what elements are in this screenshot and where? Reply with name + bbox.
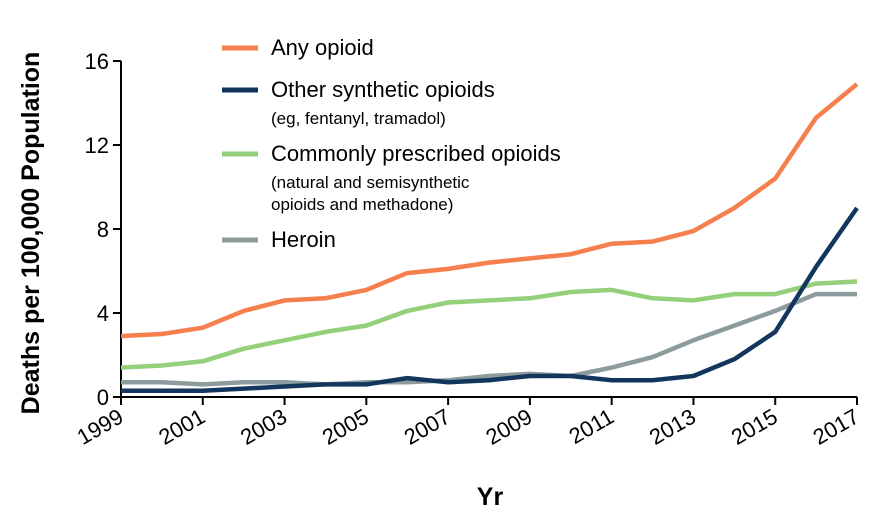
series-line-heroin: [121, 291, 857, 387]
x-tick-label: 2005: [318, 404, 373, 450]
x-tick-label: 2013: [645, 404, 700, 450]
y-axis-title: Deaths per 100,000 Population: [17, 52, 45, 415]
x-tick-label: 1999: [73, 404, 128, 450]
legend-label: Commonly prescribed opioids: [271, 141, 561, 166]
x-axis-title: Yr: [477, 483, 504, 511]
y-tick-label: 16: [85, 49, 109, 74]
legend-label: Any opioid: [271, 35, 374, 60]
series-lines: [120, 82, 859, 393]
legend-note: (eg, fentanyl, tramadol): [271, 109, 446, 128]
legend-note: (natural and semisynthetic: [271, 173, 470, 192]
series-line-other-synthetic-opioids: [121, 206, 859, 393]
legend-note: opioids and methadone): [271, 195, 453, 214]
x-tick-label: 2009: [481, 404, 536, 450]
y-tick-label: 0: [97, 385, 109, 410]
x-tick-label: 2003: [236, 404, 291, 450]
x-tick-label: 2011: [565, 404, 618, 449]
series-line-any-opioid: [120, 82, 859, 339]
y-tick-label: 12: [85, 133, 109, 158]
legend-label: Other synthetic opioids: [271, 77, 495, 102]
x-tick-label: 2001: [154, 404, 209, 450]
y-tick-label: 4: [97, 301, 109, 326]
x-tick-label: 2015: [727, 404, 782, 450]
x-tick-label: 2007: [400, 404, 455, 450]
series-line-commonly-prescribed-opioids: [120, 279, 858, 370]
legend: Any opioid Other synthetic opioids (eg, fe…: [222, 35, 561, 252]
legend-label: Heroin: [271, 227, 336, 252]
y-tick-label: 8: [97, 217, 109, 242]
x-tick-label: 2017: [809, 404, 864, 450]
